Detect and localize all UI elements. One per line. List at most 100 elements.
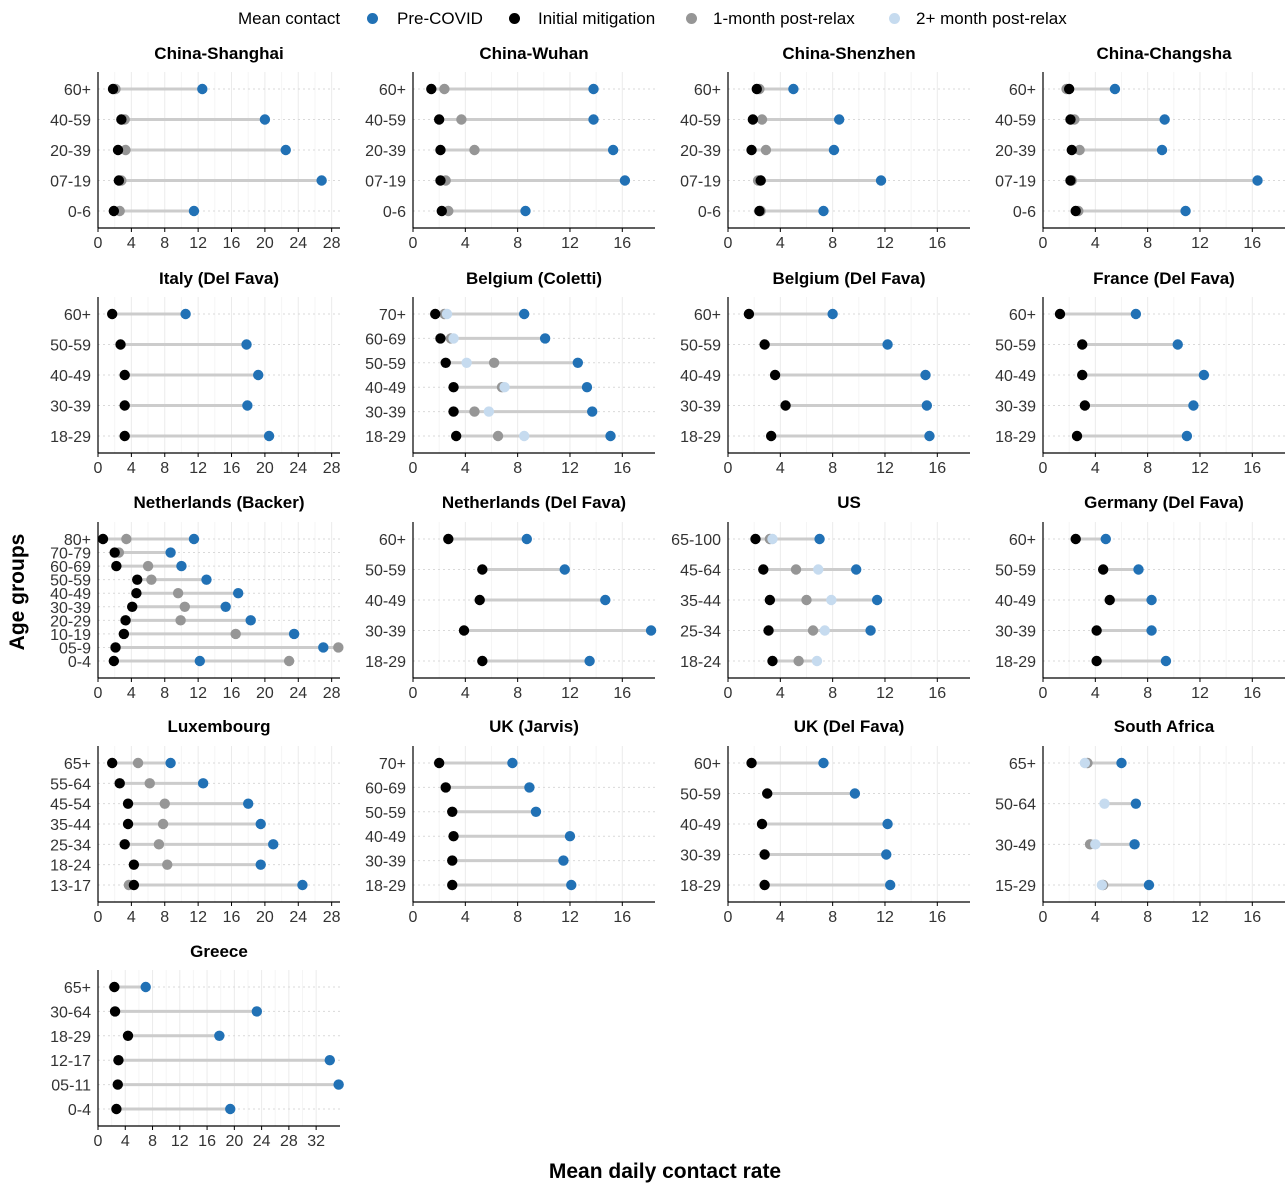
x-tick-label: 8 bbox=[1143, 235, 1152, 252]
x-tick-label: 24 bbox=[253, 1133, 271, 1150]
dot-initial bbox=[111, 560, 122, 572]
dot-1-month bbox=[144, 778, 155, 789]
dot-initial bbox=[433, 114, 445, 125]
y-tick-label: 30-39 bbox=[365, 624, 406, 641]
dot-initial bbox=[109, 547, 120, 558]
x-tick-label: 8 bbox=[160, 909, 169, 926]
x-tick-label: 4 bbox=[127, 685, 136, 702]
dot-pre-covid bbox=[518, 308, 530, 320]
x-tick-label: 0 bbox=[94, 685, 103, 702]
dot-pre-covid bbox=[324, 1055, 335, 1066]
dot-pre-covid bbox=[885, 879, 896, 891]
dot-initial bbox=[759, 879, 770, 891]
dot-initial bbox=[447, 806, 458, 817]
x-tick-label: 0 bbox=[724, 235, 733, 252]
dot-initial bbox=[435, 333, 446, 344]
y-tick-label: 60+ bbox=[694, 756, 721, 773]
y-tick-label: 40-59 bbox=[365, 113, 406, 130]
x-tick-label: 4 bbox=[776, 235, 785, 252]
dot-initial bbox=[114, 778, 125, 789]
panel-title: Luxembourg bbox=[168, 717, 271, 736]
dot-pre-covid bbox=[882, 818, 893, 830]
x-tick-label: 12 bbox=[189, 909, 207, 926]
dot-1-month bbox=[146, 574, 157, 585]
dot-2-month bbox=[767, 533, 778, 545]
dot-pre-covid bbox=[1116, 757, 1127, 769]
dot-pre-covid bbox=[850, 564, 862, 575]
legend-label-m1: 1-month post-relax bbox=[713, 9, 855, 28]
dot-1-month bbox=[469, 406, 480, 417]
y-tick-label: 35-44 bbox=[680, 593, 721, 610]
x-tick-label: 16 bbox=[1243, 235, 1261, 252]
y-tick-label: 18-29 bbox=[995, 429, 1036, 446]
x-tick-label: 4 bbox=[127, 909, 136, 926]
dot-2-month bbox=[441, 308, 453, 320]
x-tick-label: 24 bbox=[289, 909, 307, 926]
dot-2-month bbox=[813, 564, 824, 575]
dot-initial bbox=[1070, 533, 1081, 545]
x-tick-label: 0 bbox=[94, 1133, 103, 1150]
x-tick-label: 0 bbox=[409, 685, 418, 702]
y-tick-label: 40-49 bbox=[680, 368, 721, 385]
dot-pre-covid bbox=[1100, 533, 1111, 545]
dot-pre-covid bbox=[581, 382, 593, 393]
dot-initial bbox=[1054, 308, 1066, 320]
y-tick-label: 40-59 bbox=[50, 113, 91, 130]
y-tick-label: 0-6 bbox=[383, 204, 406, 221]
dot-pre-covid bbox=[1129, 839, 1140, 850]
y-tick-label: 18-29 bbox=[680, 429, 721, 446]
dot-initial bbox=[122, 798, 134, 809]
dot-1-month bbox=[162, 859, 173, 870]
y-tick-label: 30-39 bbox=[680, 399, 721, 416]
dot-2-month bbox=[1090, 839, 1101, 850]
x-tick-label: 8 bbox=[513, 685, 522, 702]
dot-initial bbox=[448, 831, 459, 842]
dot-pre-covid bbox=[243, 798, 254, 809]
x-tick-label: 12 bbox=[561, 909, 579, 926]
dot-initial bbox=[1091, 655, 1102, 667]
x-tick-label: 20 bbox=[225, 1133, 243, 1150]
dot-initial bbox=[762, 788, 773, 799]
y-tick-label: 65-100 bbox=[671, 532, 721, 549]
y-tick-label: 18-24 bbox=[50, 858, 91, 875]
dot-initial bbox=[780, 400, 791, 411]
dot-initial bbox=[128, 879, 140, 891]
dot-pre-covid bbox=[924, 430, 935, 442]
y-tick-label: 0-6 bbox=[1013, 204, 1036, 221]
dot-initial bbox=[122, 818, 134, 830]
dot-pre-covid bbox=[255, 859, 266, 870]
x-tick-label: 8 bbox=[828, 685, 837, 702]
x-tick-label: 4 bbox=[461, 235, 470, 252]
y-tick-label: 18-29 bbox=[50, 1029, 91, 1046]
dot-initial bbox=[1104, 594, 1115, 606]
dot-1-month bbox=[153, 839, 165, 850]
x-tick-label: 0 bbox=[409, 909, 418, 926]
dot-pre-covid bbox=[268, 839, 279, 850]
y-tick-label: 50-59 bbox=[995, 338, 1036, 355]
x-tick-label: 0 bbox=[724, 909, 733, 926]
dot-1-month bbox=[1074, 144, 1085, 156]
y-tick-label: 70-79 bbox=[50, 546, 91, 563]
x-tick-label: 8 bbox=[828, 460, 837, 477]
y-tick-label: 0-6 bbox=[698, 204, 721, 221]
dot-1-month bbox=[807, 625, 819, 636]
dot-initial bbox=[118, 628, 130, 640]
x-tick-label: 8 bbox=[513, 909, 522, 926]
dot-initial bbox=[119, 430, 130, 442]
dot-2-month bbox=[826, 594, 837, 606]
y-tick-label: 60+ bbox=[1009, 307, 1036, 324]
x-tick-label: 16 bbox=[223, 685, 241, 702]
y-tick-label: 55-64 bbox=[50, 776, 91, 793]
x-tick-label: 0 bbox=[1039, 460, 1048, 477]
dot-pre-covid bbox=[828, 144, 840, 156]
dot-pre-covid bbox=[875, 175, 887, 186]
legend-label-init: Initial mitigation bbox=[538, 9, 656, 28]
dot-2-month bbox=[1099, 798, 1110, 809]
dot-initial bbox=[447, 879, 458, 891]
dot-2-month bbox=[499, 382, 510, 393]
y-tick-label: 30-64 bbox=[50, 1004, 91, 1021]
dot-pre-covid bbox=[188, 205, 200, 217]
y-tick-label: 50-59 bbox=[995, 563, 1036, 580]
legend-title: Mean contact bbox=[238, 9, 341, 28]
x-tick-label: 28 bbox=[323, 685, 341, 702]
